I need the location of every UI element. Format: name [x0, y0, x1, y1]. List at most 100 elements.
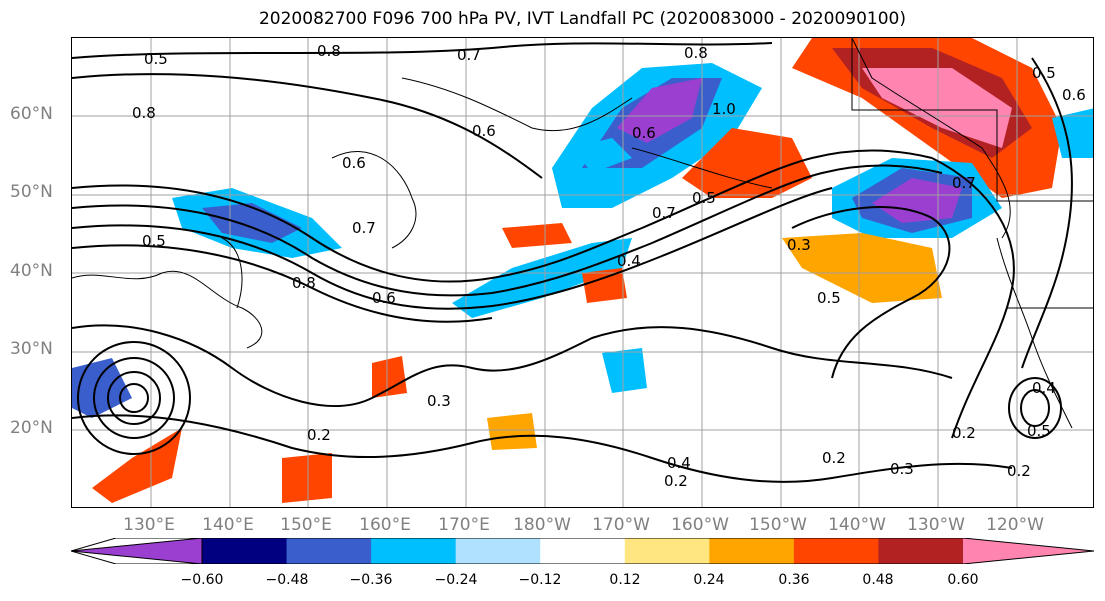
lon-label-130e: 130°E — [123, 515, 175, 535]
colorbar-cell — [286, 538, 372, 564]
colorbar-tick: −0.36 — [349, 572, 393, 588]
lon-label-170e: 170°E — [438, 515, 490, 535]
lon-label-150w: 150°W — [749, 515, 807, 535]
coast-asia — [72, 270, 263, 349]
lat-label-50n: 50°N — [10, 182, 53, 202]
shade-neg-small2 — [602, 348, 647, 393]
contour-label: 0.7 — [457, 46, 481, 64]
colorbar-cell — [455, 538, 541, 564]
contour-label: 0.8 — [317, 42, 341, 60]
shade-pos-small3 — [372, 356, 407, 398]
lon-label-180w: 180°W — [513, 515, 571, 535]
lon-label-160w: 160°W — [671, 515, 729, 535]
colorbar-tick: 0.24 — [693, 572, 725, 588]
shade-pos-small2 — [582, 268, 627, 303]
ivt-contours — [72, 42, 1073, 483]
contour-label: 0.2 — [952, 424, 976, 442]
colorbar-tick: −0.12 — [518, 572, 562, 588]
contour-label: 0.3 — [890, 460, 914, 478]
contour-label: 0.4 — [667, 454, 691, 472]
pv-shading — [72, 38, 1093, 503]
border-canada — [851, 38, 1093, 202]
contour-label: 0.2 — [822, 449, 846, 467]
contour-label: 0.6 — [472, 122, 496, 140]
lon-label-140w: 140°W — [828, 515, 886, 535]
contour-label: 0.2 — [307, 426, 331, 444]
contour-label: 0.5 — [1027, 422, 1051, 440]
shade-pos-small4 — [487, 413, 537, 450]
shade-neg-sw — [72, 358, 132, 418]
colorbar-cell — [371, 538, 457, 564]
contour-c — [72, 149, 933, 283]
colorbar-cell — [963, 538, 1094, 564]
coast-japan — [221, 237, 243, 309]
lon-label-140e: 140°E — [202, 515, 254, 535]
colorbar-cell — [709, 538, 795, 564]
contour-ring-2 — [107, 371, 161, 425]
shade-pos-max — [862, 68, 1012, 148]
colorbar-tick: −0.60 — [180, 572, 224, 588]
contour-ring-6 — [1008, 377, 1062, 439]
coastlines — [72, 38, 1093, 429]
shade-neg-bering-core — [617, 78, 702, 143]
map-svg: 0.5 0.8 0.6 0.7 0.8 1.0 0.8 0.6 0.6 0.5 … — [72, 38, 1093, 507]
lat-label-60n: 60°N — [10, 104, 53, 124]
contour-label: 0.6 — [632, 124, 656, 142]
contour-k — [72, 414, 1013, 483]
contour-a — [72, 42, 773, 59]
coast-aleutians — [631, 147, 773, 189]
contour-i — [1021, 57, 1073, 369]
contour-e — [72, 187, 833, 310]
map-title: 2020082700 F096 700 hPa PV, IVT Landfall… — [258, 9, 906, 29]
contour-label: 0.8 — [292, 274, 316, 292]
colorbar-tick: 0.12 — [609, 572, 641, 588]
colorbar-cells — [71, 538, 1094, 564]
shade-neg-small1 — [572, 138, 632, 173]
colorbar-cell — [71, 538, 202, 564]
colorbar-cell — [878, 538, 964, 564]
contour-label: 0.4 — [617, 252, 641, 270]
contour-f — [72, 244, 493, 323]
contour-label: 0.8 — [132, 104, 156, 122]
lon-label-150e: 150°E — [280, 515, 332, 535]
colorbar-tick: 0.36 — [778, 572, 810, 588]
contour-label: 0.7 — [352, 219, 376, 237]
contour-h — [931, 157, 1015, 439]
coast-kamchatka — [331, 151, 417, 249]
contour-label: 0.7 — [952, 174, 976, 192]
lat-label-40n: 40°N — [10, 261, 53, 281]
contour-j — [72, 324, 953, 407]
shade-pos-south — [282, 453, 332, 503]
contour-label: 0.6 — [1062, 86, 1086, 104]
lon-label-120w: 120°W — [986, 515, 1044, 535]
coast-alaska — [851, 38, 1011, 239]
contour-label: 0.3 — [427, 392, 451, 410]
colorbar-left-arrow-outline — [71, 538, 203, 564]
coast-siberia — [401, 77, 633, 132]
contour-ring-3 — [93, 357, 175, 439]
colorbar-tick: 0.60 — [947, 572, 979, 588]
shade-neg-west-mid — [202, 203, 302, 243]
colorbar-tick: −0.48 — [265, 572, 309, 588]
shade-pos-central — [682, 128, 812, 198]
shade-pos-east — [782, 233, 942, 303]
contour-label: 0.5 — [1032, 64, 1056, 82]
contour-label: 0.5 — [142, 232, 166, 250]
lat-label-30n: 30°N — [10, 339, 53, 359]
contour-label: 0.2 — [664, 472, 688, 490]
lon-label-170w: 170°W — [592, 515, 650, 535]
contour-label: 0.6 — [342, 154, 366, 172]
contour-labels: 0.5 0.8 0.6 0.7 0.8 1.0 0.8 0.6 0.6 0.5 … — [132, 42, 1086, 490]
contour-label: 0.5 — [817, 289, 841, 307]
shade-pos-small1 — [502, 223, 572, 248]
coast-north-america — [996, 237, 1073, 429]
graticule — [72, 38, 1093, 507]
contour-label: 0.3 — [787, 236, 811, 254]
lon-label-160e: 160°E — [359, 515, 411, 535]
colorbar — [71, 538, 1094, 564]
contour-label: 0.5 — [144, 50, 168, 68]
shade-pos-sw — [92, 428, 182, 503]
lat-label-20n: 20°N — [10, 418, 53, 438]
contour-label: 0.5 — [692, 189, 716, 207]
colorbar-tick: −0.24 — [434, 572, 478, 588]
